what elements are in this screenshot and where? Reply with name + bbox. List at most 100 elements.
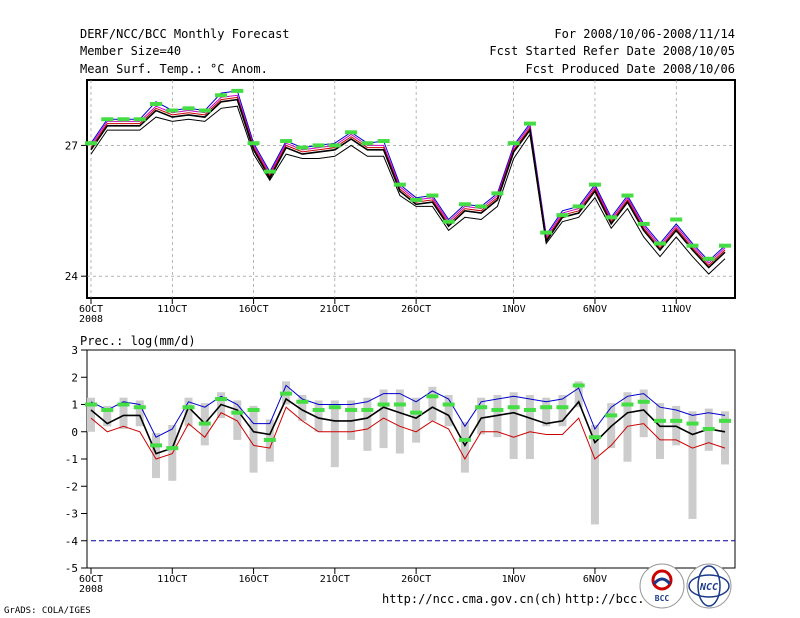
series-line-lower	[90, 105, 726, 275]
observed-marker	[312, 143, 325, 148]
observed-marker	[247, 141, 260, 146]
observed-marker	[328, 143, 341, 148]
observed-marker	[150, 443, 163, 448]
observed-marker	[150, 101, 163, 106]
observed-marker	[653, 241, 666, 246]
y-tick-label: 2	[71, 371, 78, 384]
observed-marker	[182, 106, 195, 111]
spread-bar	[184, 397, 193, 427]
observed-marker	[312, 407, 325, 412]
series-line-upper	[90, 90, 726, 262]
y-tick-label: -2	[65, 480, 78, 493]
observed-marker	[491, 407, 504, 412]
spread-bar	[688, 411, 697, 519]
observed-marker	[361, 407, 374, 412]
spread-bar	[428, 386, 437, 421]
observed-marker	[247, 407, 260, 412]
spread-bar	[655, 403, 664, 459]
y-tick-label: -5	[65, 562, 78, 575]
x-tick-label: 26OCT	[401, 304, 431, 315]
x-tick-label: 26OCT	[401, 574, 431, 585]
observed-marker	[442, 219, 455, 224]
spread-bar	[152, 433, 161, 479]
observed-marker	[686, 421, 699, 426]
observed-marker	[133, 405, 146, 410]
observed-marker	[263, 437, 276, 442]
spread-bar	[330, 400, 339, 468]
observed-marker	[198, 421, 211, 426]
precip-frame	[86, 349, 736, 569]
observed-marker	[231, 410, 244, 415]
spread-bar	[379, 389, 388, 449]
observed-marker	[426, 394, 439, 399]
observed-marker	[280, 139, 293, 144]
started-date: Fcst Started Refer Date 2008/10/05	[489, 44, 735, 58]
produced-date: Fcst Produced Date 2008/10/06	[525, 62, 735, 76]
observed-marker	[85, 402, 97, 407]
spread-bar	[558, 394, 567, 427]
observed-marker	[85, 141, 97, 146]
observed-marker	[328, 405, 341, 410]
observed-marker	[117, 117, 130, 122]
observed-marker	[166, 446, 179, 451]
observed-marker	[280, 391, 293, 396]
observed-marker	[377, 139, 390, 144]
spread-bar	[395, 389, 404, 454]
series-line-upper	[90, 384, 726, 438]
observed-marker	[215, 397, 228, 402]
y-tick-label: 0	[71, 426, 78, 439]
x-tick-label: 6NOV	[583, 304, 607, 315]
observed-marker	[540, 230, 553, 235]
spread-bar	[460, 422, 469, 473]
spread-bar	[444, 394, 453, 427]
spread-bar	[590, 424, 599, 525]
grads-credit: GrADS: COLA/IGES	[4, 606, 91, 616]
observed-marker	[426, 193, 439, 198]
observed-marker	[410, 410, 423, 415]
observed-marker	[637, 399, 650, 404]
spread-bar	[103, 405, 112, 427]
bcc-logo-text: BCC	[655, 594, 670, 603]
spread-bar	[87, 397, 95, 432]
spread-bar	[298, 394, 307, 421]
observed-marker	[458, 202, 471, 207]
observed-marker	[377, 402, 390, 407]
x-tick-label: 1NOV	[502, 304, 526, 315]
spread-bar	[574, 381, 583, 408]
ncc-logo: NCC	[686, 563, 732, 609]
figure-title: DERF/NCC/BCC Monthly Forecast	[80, 27, 290, 41]
observed-marker	[393, 402, 406, 407]
x-tick-label: 11NOV	[661, 304, 691, 315]
observed-marker	[166, 108, 179, 113]
y-tick-label: 24	[65, 270, 79, 283]
observed-marker	[296, 145, 309, 150]
observed-marker	[475, 405, 488, 410]
observed-marker	[556, 405, 569, 410]
observed-marker	[556, 213, 569, 218]
observed-marker	[361, 141, 374, 146]
observed-marker	[182, 405, 195, 410]
x-tick-label: 11OCT	[157, 304, 187, 315]
observed-marker	[523, 121, 536, 126]
y-tick-label: -4	[65, 535, 79, 548]
temperature-frame	[86, 79, 736, 299]
observed-marker	[393, 182, 406, 187]
spread-bar	[412, 397, 421, 443]
x-tick-label: 6OCT	[79, 574, 103, 585]
observed-marker	[101, 117, 114, 122]
spread-bar	[249, 405, 258, 473]
observed-marker	[507, 405, 520, 410]
x-tick-label: 6NOV	[583, 574, 607, 585]
observed-marker	[637, 221, 650, 226]
series-line-mean	[90, 397, 726, 455]
ncc-url[interactable]: http://ncc.cma.gov.cn(ch)	[382, 592, 563, 606]
observed-marker	[540, 405, 553, 410]
precip-title: Prec.: log(mm/d)	[80, 334, 196, 348]
x-tick-label: 21OCT	[320, 304, 350, 315]
spread-bar	[314, 400, 323, 432]
observed-marker	[588, 435, 601, 440]
bcc-url[interactable]: http://bcc.	[565, 592, 644, 606]
observed-marker	[458, 437, 471, 442]
x-tick-label: 11OCT	[157, 574, 187, 585]
